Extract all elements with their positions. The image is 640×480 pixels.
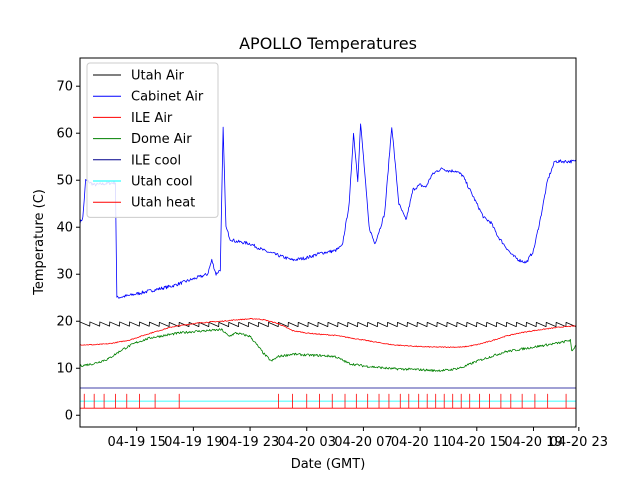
series-dome-air: [80, 328, 576, 372]
y-tick-label: 20: [56, 315, 73, 330]
x-tick-label: 04-20 07: [334, 435, 392, 450]
plot-area: [80, 123, 576, 409]
x-axis-label: Date (GMT): [291, 457, 366, 472]
chart-title: APOLLO Temperatures: [239, 34, 417, 53]
y-tick-label: 70: [56, 80, 73, 95]
x-tick-label: 04-20 19: [504, 435, 562, 450]
series-cabinet-air: [80, 123, 576, 299]
legend-label-dome-air: Dome Air: [131, 132, 192, 147]
y-tick-label: 30: [56, 268, 73, 283]
y-tick-label: 40: [56, 221, 73, 236]
x-tick-label: 04-19 15: [107, 435, 165, 450]
legend-label-utah-heat: Utah heat: [131, 196, 195, 211]
legend-label-utah-cool: Utah cool: [131, 175, 193, 190]
y-tick-label: 10: [56, 362, 73, 377]
x-tick-label: 04-20 11: [391, 435, 449, 450]
y-tick-label: 50: [56, 174, 73, 189]
legend-label-utah-air: Utah Air: [131, 69, 184, 84]
axes-frame: [79, 57, 577, 428]
legend-label-ile-air: ILE Air: [131, 111, 173, 126]
series-utah-air: [80, 321, 576, 328]
y-tick-label: 0: [65, 409, 73, 424]
legend: Utah Air Cabinet Air ILE Air Dome Air ILE co…: [86, 62, 219, 218]
legend-label-ile-cool: ILE cool: [131, 153, 181, 168]
x-tick-label: 04-19 23: [221, 435, 279, 450]
y-axis-label: Temperature (C): [32, 189, 47, 296]
x-tick-label: 04-20 03: [278, 435, 336, 450]
x-tick-label: 04-19 19: [164, 435, 222, 450]
y-tick-label: 60: [56, 127, 73, 142]
series-ile-air: [80, 318, 576, 348]
x-tick-label: 04-20 23: [550, 435, 608, 450]
x-tick-label: 04-20 15: [448, 435, 506, 450]
series-utah-heat: [80, 393, 576, 409]
legend-label-cabinet-air: Cabinet Air: [131, 90, 204, 105]
legend-box: [86, 62, 219, 218]
